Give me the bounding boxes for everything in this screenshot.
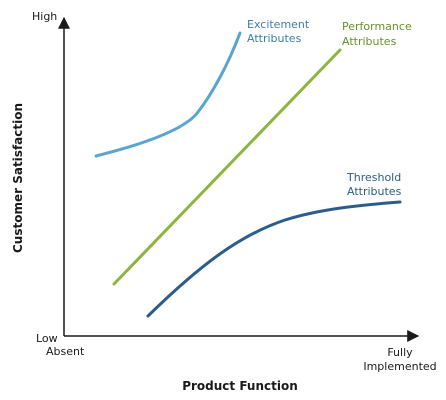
x-axis-end-label-line1: Fully	[387, 346, 413, 359]
x-axis-end-label-line2: Implemented	[363, 360, 436, 373]
threshold-label-line2: Attributes	[347, 185, 402, 198]
performance-label-line2: Attributes	[342, 35, 397, 48]
x-axis-start-label: Absent	[46, 345, 85, 358]
y-axis-title: Customer Satisfaction	[11, 103, 25, 253]
y-axis-low-label: Low	[36, 332, 58, 345]
excitement-label-line2: Attributes	[247, 32, 302, 45]
threshold-curve	[146, 200, 402, 318]
excitement-label-line1: Excitement	[247, 18, 310, 31]
y-axis-high-label: High	[32, 10, 57, 23]
performance-line	[112, 48, 342, 286]
x-axis-title: Product Function	[182, 379, 298, 393]
performance-label-line1: Performance	[342, 20, 412, 33]
excitement-curve	[94, 31, 242, 158]
threshold-label-line1: Threshold	[346, 171, 401, 184]
